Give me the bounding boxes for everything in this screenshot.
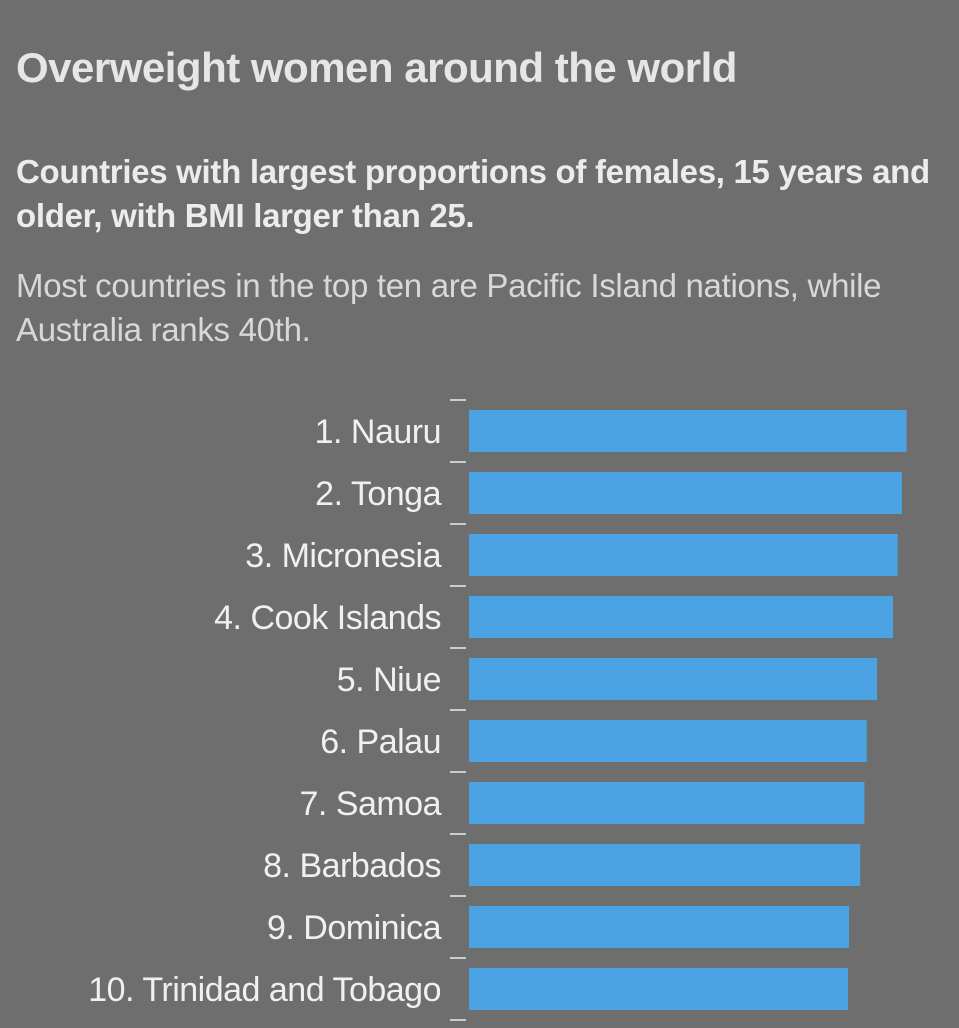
bar — [469, 720, 867, 762]
bar — [469, 844, 861, 886]
bar-chart: 1. Nauru 2. Tonga 3. Micronesia 4. Cook Isl… — [88, 399, 907, 1021]
chart-title: Overweight women around the world — [16, 44, 737, 91]
category-label: 6. Palau — [320, 723, 441, 761]
category-label: 1. Nauru — [315, 413, 441, 451]
bar — [469, 968, 849, 1010]
category-label: 2. Tonga — [315, 475, 441, 513]
bar — [469, 906, 850, 948]
category-label: 5. Niue — [337, 661, 441, 699]
category-label: 3. Micronesia — [245, 537, 441, 575]
category-label: 8. Barbados — [263, 847, 441, 885]
category-label: 4. Cook Islands — [214, 599, 441, 637]
bar — [469, 534, 898, 576]
bar — [469, 658, 878, 700]
category-label: 9. Dominica — [267, 909, 442, 947]
bar — [469, 596, 894, 638]
category-label: 10. Trinidad and Tobago — [88, 971, 441, 1009]
chart-description: Most countries in the top ten are Pacifi… — [16, 267, 882, 348]
bar — [469, 410, 907, 452]
category-label: 7. Samoa — [299, 785, 441, 823]
bar — [469, 472, 902, 514]
chart-subtitle: Countries with largest proportions of fe… — [16, 153, 930, 234]
bar — [469, 782, 865, 824]
